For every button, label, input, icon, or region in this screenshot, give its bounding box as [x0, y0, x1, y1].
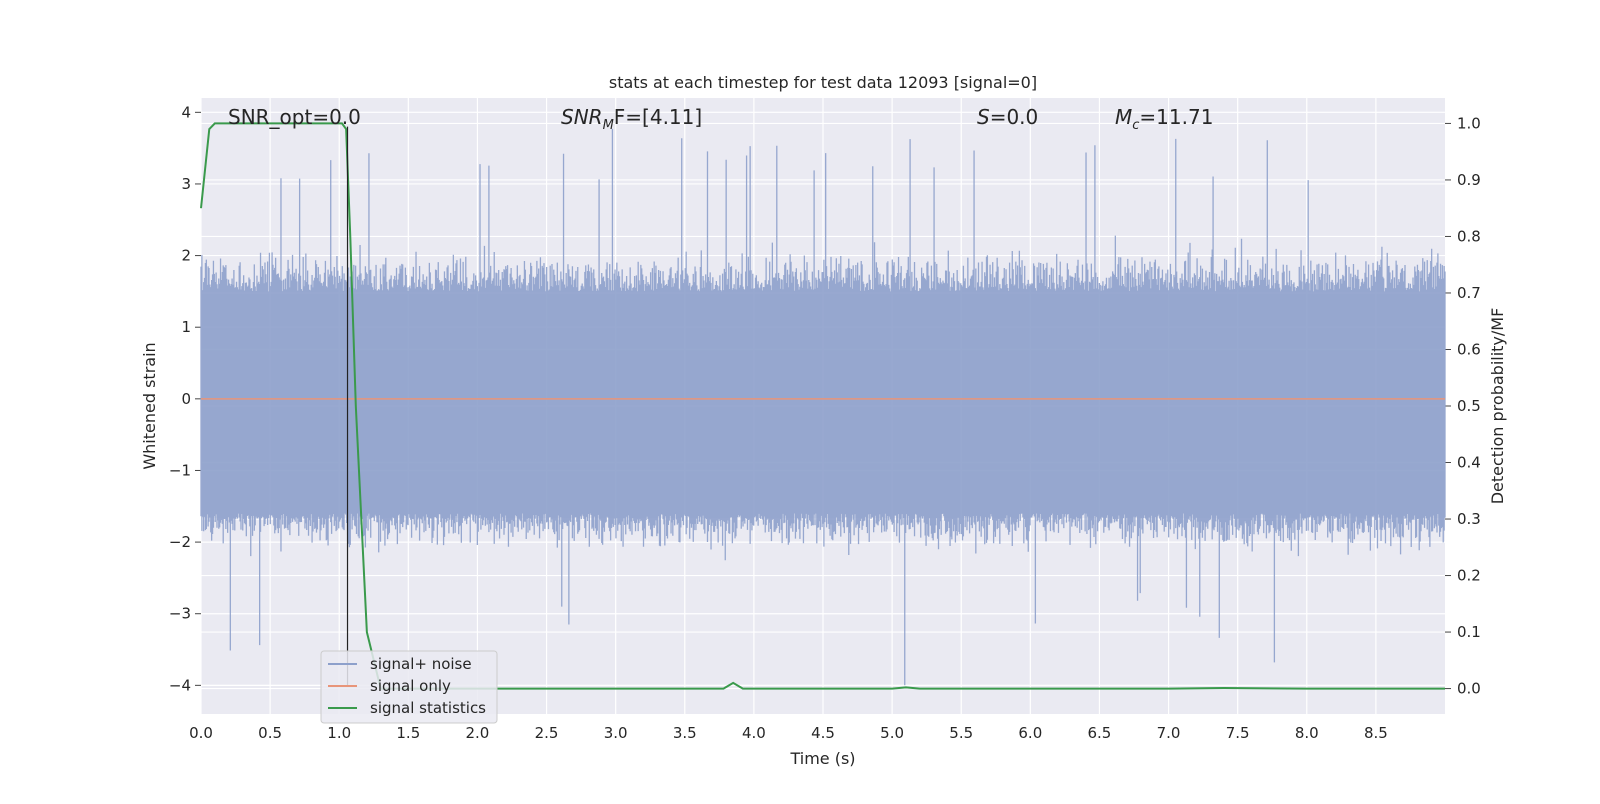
x-tick-label: 8.5 — [1364, 724, 1388, 742]
y-axis-label-right: Detection probability/MF — [1488, 308, 1507, 505]
x-tick-label: 0.0 — [189, 724, 213, 742]
y-tick-labels-right: 1.0 0.9 0.8 0.7 0.6 0.5 0.4 0.3 0.2 0.1 0.0 — [1457, 114, 1481, 697]
annotation-s: S=0.0 — [977, 105, 1038, 129]
y-tick-label-left: 1 — [181, 318, 191, 336]
x-tick-labels: 0.0 0.5 1.0 1.5 2.0 2.5 3.0 3.5 4.0 4.5 5.0 5.5 6.0 6… — [189, 724, 1388, 742]
x-tick-label: 8.0 — [1295, 724, 1319, 742]
y-tick-label-left: −3 — [169, 605, 191, 623]
y-tick-label-left: 2 — [181, 247, 191, 265]
x-tick-label: 6.0 — [1018, 724, 1042, 742]
chart-title: stats at each timestep for test data 120… — [609, 73, 1037, 92]
x-tick-label: 4.5 — [811, 724, 835, 742]
y-tick-label-right: 1.0 — [1457, 114, 1481, 132]
y-tick-label-left: 0 — [181, 390, 191, 408]
annotation-snr-opt: SNR_opt=0.0 — [228, 105, 361, 129]
y-tick-label-right: 0.4 — [1457, 454, 1481, 472]
mc-italic: M — [1115, 105, 1132, 129]
y-tick-label-right: 0.1 — [1457, 623, 1481, 641]
x-tick-label: 3.0 — [604, 724, 628, 742]
x-tick-label: 5.5 — [949, 724, 973, 742]
mc-rest: =11.71 — [1139, 105, 1213, 129]
y-tick-label-right: 0.6 — [1457, 340, 1481, 358]
y-tick-label-right: 0.2 — [1457, 567, 1481, 585]
y-tick-label-left: −1 — [169, 461, 191, 479]
legend-label-signal-statistics: signal statistics — [370, 699, 486, 717]
y-tick-label-right: 0.0 — [1457, 680, 1481, 698]
y-tick-label-right: 0.9 — [1457, 171, 1481, 189]
s-italic: S — [977, 105, 990, 129]
x-tick-label: 1.5 — [396, 724, 420, 742]
x-tick-label: 4.0 — [742, 724, 766, 742]
x-tick-label: 0.5 — [258, 724, 282, 742]
y-tick-label-left: −2 — [169, 533, 191, 551]
y-tick-labels-left: 4 3 2 1 0 −1 −2 −3 −4 — [169, 103, 191, 694]
x-axis-label: Time (s) — [789, 749, 855, 768]
mc-subscript: c — [1132, 118, 1139, 133]
y-tick-label-left: 3 — [181, 175, 191, 193]
x-tick-label: 5.0 — [880, 724, 904, 742]
x-tick-label: 1.0 — [327, 724, 351, 742]
legend-box — [320, 650, 498, 724]
y-tick-label-right: 0.7 — [1457, 284, 1481, 302]
snr-mf-suffix: F=[4.11] — [614, 105, 702, 129]
x-tick-label: 2.0 — [466, 724, 490, 742]
x-tick-label: 6.5 — [1088, 724, 1112, 742]
x-tick-label: 2.5 — [535, 724, 559, 742]
x-tick-label: 7.5 — [1226, 724, 1250, 742]
y-axis-label-left: Whitened strain — [140, 342, 159, 469]
y-tick-label-right: 0.3 — [1457, 510, 1481, 528]
legend-label-signal-only: signal only — [370, 677, 451, 695]
y-tick-label-right: 0.8 — [1457, 227, 1481, 245]
s-rest: =0.0 — [990, 105, 1039, 129]
y-tick-label-left: −4 — [169, 676, 191, 694]
annotation-mc: Mc=11.71 — [1115, 105, 1213, 133]
y-tick-label-left: 4 — [181, 103, 191, 121]
x-tick-label: 3.5 — [673, 724, 697, 742]
snr-mf-prefix: SNR — [561, 105, 603, 129]
legend: signal+ noise signal only signal statist… — [320, 650, 498, 724]
legend-label-signal-noise: signal+ noise — [370, 655, 472, 673]
annotation-snr-mf: SNRMF=[4.11] — [561, 105, 702, 133]
y-tick-label-right: 0.5 — [1457, 397, 1481, 415]
x-tick-label: 7.0 — [1157, 724, 1181, 742]
snr-mf-subscript: M — [603, 118, 614, 133]
